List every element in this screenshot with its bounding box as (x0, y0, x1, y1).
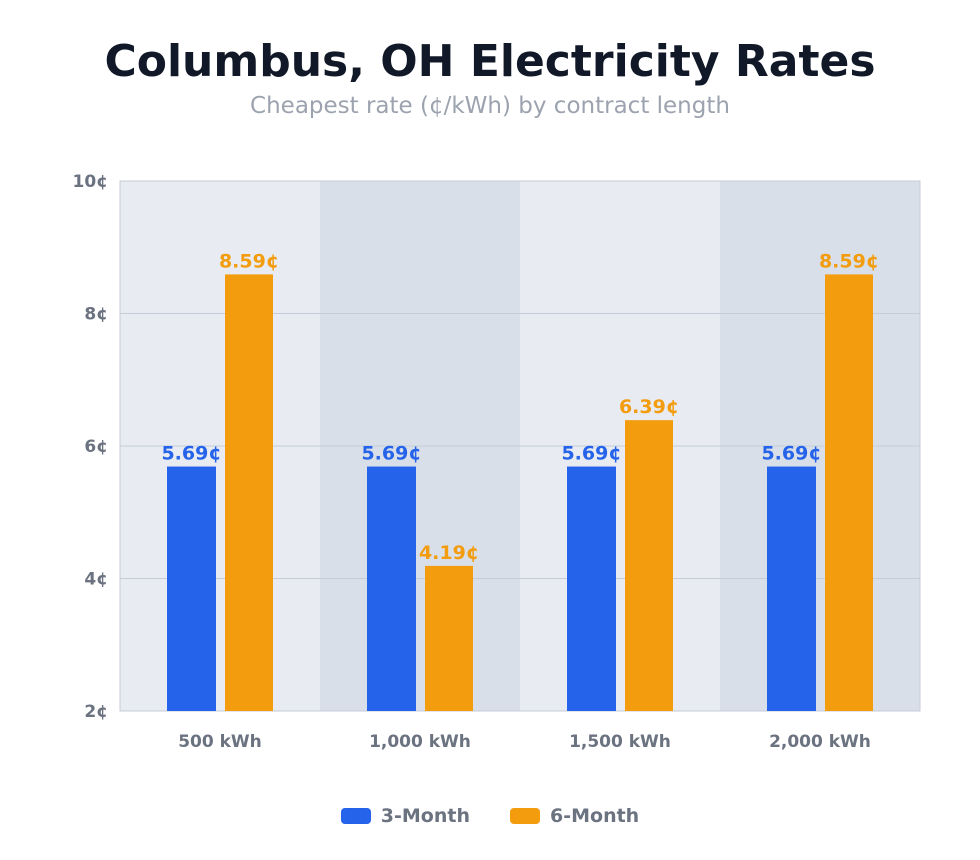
legend-swatch-3-month (340, 808, 371, 824)
data-label: 6.39¢ (619, 396, 679, 418)
plot-border (119, 180, 921, 712)
y-tick-label: 8¢ (84, 305, 108, 325)
bar-3-month (167, 466, 216, 711)
x-tick-label: 2,000 kWh (769, 732, 871, 752)
data-label: 4.19¢ (419, 542, 479, 564)
legend: 3-Month 6-Month (0, 805, 980, 827)
x-tick-label: 1,500 kWh (569, 732, 671, 752)
y-tick-label: 6¢ (84, 437, 108, 457)
bar-6-month (825, 274, 873, 711)
data-label: 5.69¢ (761, 443, 821, 465)
bar-3-month (567, 466, 616, 711)
data-label: 8.59¢ (219, 250, 279, 272)
x-tick-label: 500 kWh (178, 732, 262, 752)
legend-label: 3-Month (380, 805, 470, 827)
y-tick-label: 4¢ (84, 570, 108, 590)
bar-3-month (367, 466, 416, 711)
bar-6-month (225, 274, 273, 711)
x-tick-label: 1,000 kWh (369, 732, 471, 752)
legend-swatch-6-month (510, 808, 540, 824)
bar-6-month (625, 420, 673, 711)
chart-title: Columbus, OH Electricity Rates (104, 36, 876, 87)
legend-item-3-month[interactable]: 3-Month (340, 805, 470, 827)
legend-label: 6-Month (550, 805, 640, 827)
bar-6-month (425, 565, 473, 711)
y-tick-label: 10¢ (73, 172, 109, 192)
chart-subtitle: Cheapest rate (¢/kWh) by contract length (250, 93, 730, 119)
data-label: 8.59¢ (819, 250, 879, 272)
legend-item-6-month[interactable]: 6-Month (510, 805, 639, 827)
data-label: 5.69¢ (361, 443, 421, 465)
bar-3-month (767, 466, 816, 711)
data-label: 5.69¢ (161, 443, 221, 465)
data-label: 5.69¢ (561, 443, 621, 465)
y-tick-label: 2¢ (84, 702, 108, 722)
